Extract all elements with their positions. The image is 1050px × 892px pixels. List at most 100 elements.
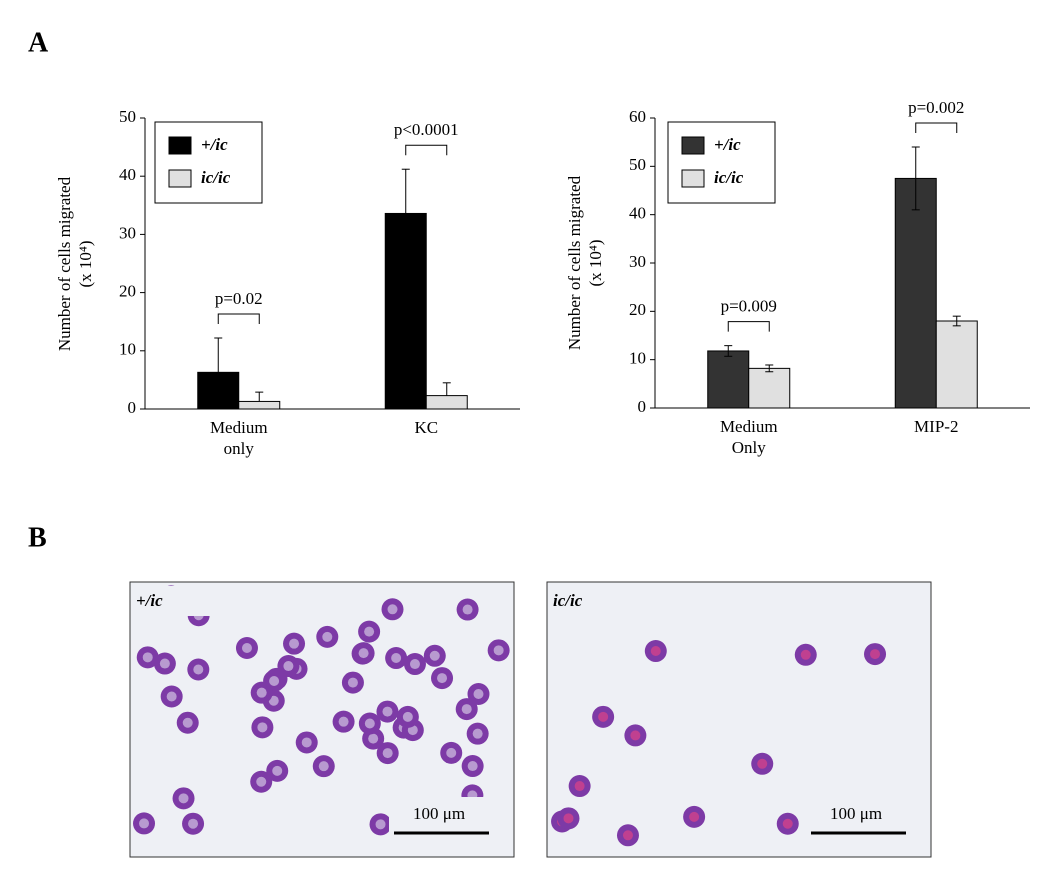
cell-nucleus bbox=[241, 643, 252, 654]
cell-nucleus bbox=[269, 675, 280, 686]
legend-box bbox=[154, 121, 263, 204]
cell-nucleus bbox=[493, 645, 504, 656]
cell-nucleus bbox=[268, 695, 279, 706]
cell-nucleus bbox=[368, 733, 379, 744]
micrograph-label: ic/ic bbox=[553, 591, 583, 610]
cell-nucleus bbox=[870, 649, 881, 660]
micrograph-label: +/ic bbox=[136, 591, 163, 610]
cell-nucleus bbox=[650, 646, 661, 657]
cell-nucleus bbox=[142, 652, 153, 663]
legend-swatch bbox=[168, 136, 192, 155]
legend-label: ic/ic bbox=[201, 168, 231, 187]
cell-nucleus bbox=[188, 818, 199, 829]
cell-nucleus bbox=[622, 830, 633, 841]
cell-nucleus bbox=[318, 761, 329, 772]
cell-nucleus bbox=[574, 781, 585, 792]
cell-nucleus bbox=[437, 673, 448, 684]
x-tick-label: Medium Only bbox=[719, 417, 778, 457]
cell-nucleus bbox=[387, 604, 398, 615]
scale-bar-label: 100 μm bbox=[413, 804, 465, 823]
cell-nucleus bbox=[358, 648, 369, 659]
cells bbox=[551, 640, 887, 847]
y-tick-label: 30 bbox=[629, 252, 646, 271]
cell-nucleus bbox=[382, 748, 393, 759]
legend-label: +/ic bbox=[201, 135, 228, 154]
cell-nucleus bbox=[429, 650, 440, 661]
cell-nucleus bbox=[182, 717, 193, 728]
y-axis-label: Number of cells migrated (x 10⁴) bbox=[55, 176, 95, 351]
y-tick-label: 50 bbox=[119, 107, 136, 126]
p-value: p=0.009 bbox=[721, 297, 777, 316]
cell-nucleus bbox=[178, 793, 189, 804]
cell-nucleus bbox=[322, 631, 333, 642]
cell-nucleus bbox=[473, 688, 484, 699]
cell-nucleus bbox=[364, 626, 375, 637]
legend-label: ic/ic bbox=[714, 168, 744, 187]
p-value: p<0.0001 bbox=[394, 120, 459, 139]
y-tick-label: 0 bbox=[638, 397, 647, 416]
scale-bg bbox=[389, 797, 499, 847]
y-tick-label: 60 bbox=[629, 107, 646, 126]
label-bg bbox=[549, 586, 635, 616]
cell-nucleus bbox=[782, 818, 793, 829]
scale-bg bbox=[806, 797, 916, 847]
cell-nucleus bbox=[139, 818, 150, 829]
significance-bracket bbox=[405, 144, 448, 156]
cell-nucleus bbox=[338, 716, 349, 727]
p-value: p=0.002 bbox=[908, 98, 964, 117]
cell-nucleus bbox=[462, 604, 473, 615]
panel-label: B bbox=[28, 522, 47, 553]
cell-nucleus bbox=[800, 649, 811, 660]
legend-label: +/ic bbox=[714, 135, 741, 154]
cell-nucleus bbox=[472, 728, 483, 739]
cell-nucleus bbox=[256, 687, 267, 698]
y-tick-label: 10 bbox=[119, 340, 136, 359]
p-value: p=0.02 bbox=[215, 289, 263, 308]
bar bbox=[384, 212, 427, 410]
cell-nucleus bbox=[563, 813, 574, 824]
cell-nucleus bbox=[193, 664, 204, 675]
cell-nucleus bbox=[272, 765, 283, 776]
y-tick-label: 0 bbox=[128, 398, 137, 417]
cell-nucleus bbox=[446, 747, 457, 758]
significance-bracket bbox=[217, 313, 260, 324]
bar bbox=[425, 395, 468, 410]
cell-nucleus bbox=[257, 722, 268, 733]
cell-nucleus bbox=[159, 658, 170, 669]
bar bbox=[197, 371, 240, 410]
cell-nucleus bbox=[166, 691, 177, 702]
cell-nucleus bbox=[689, 811, 700, 822]
y-tick-label: 30 bbox=[119, 223, 136, 242]
bar bbox=[748, 367, 791, 409]
legend-swatch bbox=[168, 169, 192, 188]
cell-nucleus bbox=[283, 661, 294, 672]
y-tick-label: 20 bbox=[629, 300, 646, 319]
cell-nucleus bbox=[757, 758, 768, 769]
bar bbox=[707, 350, 750, 409]
cell-nucleus bbox=[382, 706, 393, 717]
cell-nucleus bbox=[461, 704, 472, 715]
cell-nucleus bbox=[364, 718, 375, 729]
legend-swatch bbox=[681, 169, 705, 188]
bar bbox=[894, 177, 937, 409]
x-tick-label: Medium only bbox=[209, 418, 268, 458]
cell-nucleus bbox=[402, 711, 413, 722]
legend-swatch bbox=[681, 136, 705, 155]
significance-bracket bbox=[915, 122, 958, 133]
y-tick-label: 50 bbox=[629, 155, 646, 174]
x-tick-label: KC bbox=[414, 418, 439, 437]
y-tick-label: 20 bbox=[119, 282, 136, 301]
y-tick-label: 40 bbox=[119, 165, 136, 184]
cell-nucleus bbox=[347, 677, 358, 688]
x-tick-label: MIP-2 bbox=[914, 417, 959, 436]
label-bg bbox=[132, 586, 218, 616]
cell-nucleus bbox=[301, 737, 312, 748]
cell-nucleus bbox=[289, 638, 300, 649]
significance-bracket bbox=[727, 321, 770, 332]
panel-label: A bbox=[28, 27, 49, 58]
cell-nucleus bbox=[409, 659, 420, 670]
y-tick-label: 10 bbox=[629, 349, 646, 368]
cell-nucleus bbox=[467, 761, 478, 772]
